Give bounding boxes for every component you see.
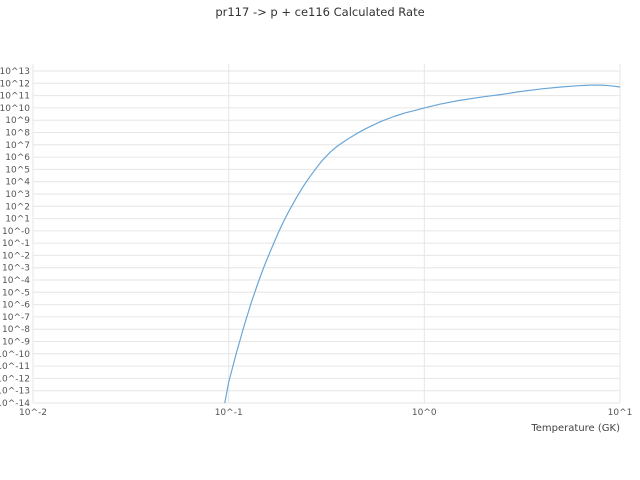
y-tick-label: 10^-12 — [0, 374, 30, 384]
y-tick-label: 10^-2 — [2, 251, 30, 261]
y-tick-label: 10^-6 — [2, 301, 30, 311]
y-tick-label: 10^1 — [5, 215, 30, 225]
y-tick-label: 10^7 — [5, 141, 30, 151]
x-tick-label: 10^1 — [608, 408, 633, 418]
y-tick-label: 10^-1 — [2, 239, 30, 249]
y-tick-label: 10^-4 — [2, 276, 30, 286]
y-tick-label: 10^-0 — [2, 227, 30, 237]
y-tick-label: 10^6 — [5, 153, 30, 163]
y-tick-label: 10^5 — [5, 165, 30, 175]
y-tick-label: 10^10 — [0, 104, 30, 114]
y-tick-label: 10^9 — [5, 116, 30, 126]
y-tick-label: 10^-10 — [0, 350, 30, 360]
x-tick-label: 10^0 — [412, 408, 437, 418]
y-tick-label: 10^-8 — [2, 325, 30, 335]
y-tick-label: 10^-11 — [0, 362, 30, 372]
rate-curve — [224, 84, 620, 403]
y-tick-label: 10^-5 — [2, 288, 30, 298]
chart-title: pr117 -> p + ce116 Calculated Rate — [215, 5, 424, 19]
y-tick-label: 10^-13 — [0, 387, 30, 397]
y-tick-label: 10^13 — [0, 67, 30, 77]
y-tick-label: 10^-9 — [2, 338, 30, 348]
y-tick-label: 10^-7 — [2, 313, 30, 323]
y-tick-label: 10^12 — [0, 79, 30, 89]
y-tick-label: 10^8 — [5, 129, 30, 139]
x-axis-label: Temperature (GK) — [530, 423, 620, 434]
x-tick-label: 10^-2 — [19, 408, 47, 418]
y-tick-label: 10^3 — [5, 190, 30, 200]
y-tick-label: 10^-3 — [2, 264, 30, 274]
y-tick-label: 10^-14 — [0, 399, 30, 409]
x-tick-label: 10^-1 — [215, 408, 243, 418]
y-tick-label: 10^11 — [0, 92, 30, 102]
y-tick-label: 10^2 — [5, 202, 30, 212]
y-tick-label: 10^4 — [5, 178, 30, 188]
